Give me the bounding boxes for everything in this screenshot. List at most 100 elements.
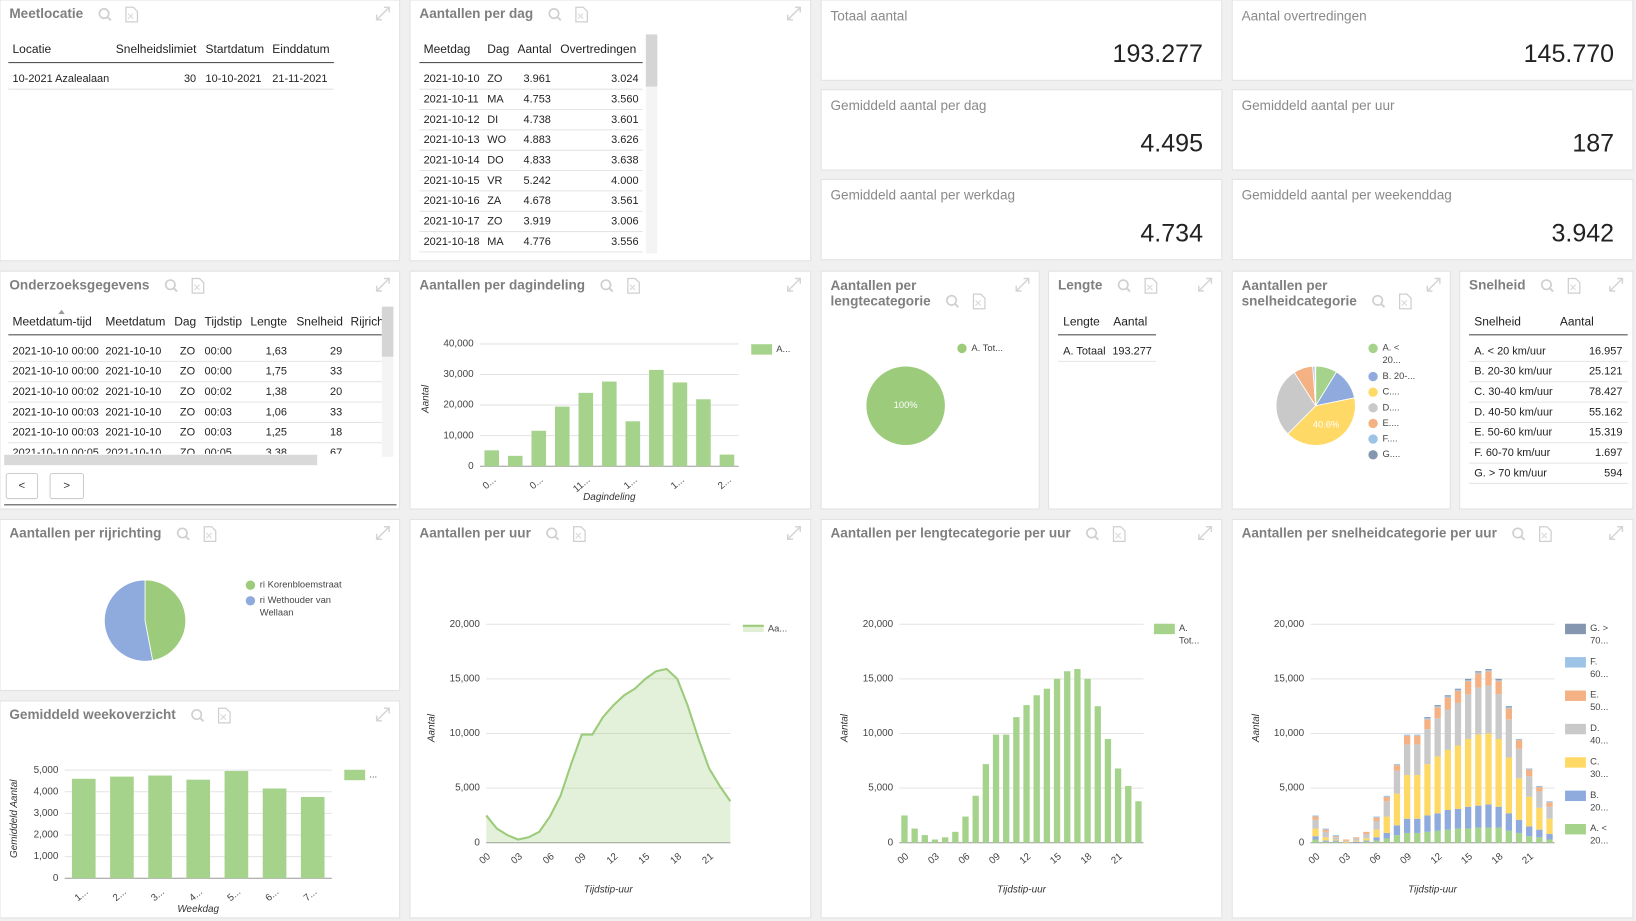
table-header: Snelheid [1474, 314, 1521, 328]
bar [1505, 707, 1512, 709]
bar [1403, 818, 1411, 833]
kpi-tile [1231, 178, 1634, 261]
bar [1485, 733, 1492, 805]
bar [1424, 831, 1431, 843]
panel [0, 270, 401, 510]
bar [972, 795, 979, 843]
search-icon-lens [1540, 279, 1552, 291]
export-icon-mark [127, 13, 134, 20]
bar [1434, 830, 1441, 843]
panel-title: Onderzoeksgegevens [9, 277, 149, 292]
pager-label: > [63, 480, 70, 492]
table-cell: ZO [180, 345, 195, 357]
table-cell: 4.000 [611, 175, 638, 187]
bar [1546, 802, 1553, 807]
bar [942, 837, 949, 843]
search-icon-lens [164, 279, 176, 291]
pager-button[interactable] [49, 473, 84, 500]
table-cell: 594 [1604, 467, 1622, 479]
table-cell: 00:02 [205, 386, 232, 398]
expand-icon [1198, 277, 1213, 292]
bar [1414, 744, 1421, 776]
bar [1505, 706, 1512, 708]
scrollbar-track-h [4, 454, 318, 466]
search-icon [600, 279, 614, 293]
table-cell: DI [487, 114, 498, 126]
bar [1434, 705, 1441, 707]
table-cell: 193.277 [1112, 345, 1152, 357]
table-cell: 2021-10-10 [105, 447, 161, 459]
panel-title: Aantallen per snelheidcategorie per uur [1242, 526, 1498, 541]
bar [1536, 807, 1543, 830]
bar [1104, 738, 1112, 843]
export-icon [203, 526, 217, 542]
kpi-tile [820, 89, 1223, 171]
y-tick-label: 40,000 [443, 339, 474, 350]
panel [409, 0, 812, 262]
panel [0, 518, 401, 692]
bar [1342, 841, 1350, 843]
bar [1526, 768, 1533, 770]
bar [578, 392, 594, 467]
bar [71, 778, 96, 879]
y-axis-title: Aantal [1251, 713, 1262, 743]
bar [1526, 769, 1533, 777]
table-cell: ZO [180, 427, 195, 439]
table-cell: 2021-10-14 [424, 155, 480, 167]
kpi-tile [820, 178, 1223, 261]
table-cell: G. > 70 km/uur [1474, 467, 1547, 479]
scrollbar-track [645, 34, 658, 254]
bar [1312, 816, 1319, 820]
table-cell: ZA [487, 195, 502, 207]
panel [1231, 518, 1634, 919]
bar [1475, 672, 1482, 674]
sort-arrow [58, 309, 65, 314]
bar [1373, 816, 1380, 818]
y-axis-title: Aantal [427, 713, 438, 743]
legend-label: A. < 20... [1382, 343, 1402, 366]
expand-icon-arrows [1609, 277, 1624, 292]
table-cell: 1.697 [1595, 447, 1622, 459]
table-cell: 33 [330, 406, 342, 418]
bar [1444, 696, 1451, 698]
y-axis-title: Aantal [840, 713, 851, 743]
bar [1495, 738, 1502, 807]
bar [1353, 841, 1360, 843]
search-icon-handle [556, 16, 562, 22]
bar [1536, 791, 1543, 808]
y-tick-label: 20,000 [863, 619, 894, 630]
table-header: Aantal [518, 42, 552, 56]
x-axis-title: Weekdag [177, 904, 219, 915]
table-cell: 00:05 [205, 447, 232, 459]
bar [1515, 740, 1523, 749]
bar [1444, 697, 1451, 710]
legend-label: A. < 20... [1590, 824, 1610, 847]
export-icon-page [575, 6, 589, 23]
table-cell: 4.883 [524, 134, 551, 146]
bar [1536, 787, 1543, 792]
legend-dot [1368, 418, 1378, 429]
table-cell: 3.601 [611, 114, 638, 126]
expand-icon [1198, 526, 1213, 540]
search-icon [1086, 527, 1100, 541]
table-cell: 00:03 [205, 427, 232, 439]
legend-swatch [742, 625, 764, 633]
table-header: Einddatum [272, 42, 329, 56]
bar [1536, 785, 1543, 788]
table-cell: MA [487, 94, 504, 106]
pager-button[interactable] [5, 473, 39, 500]
table-cell: 4.678 [524, 195, 551, 207]
table-cell: 30 [184, 73, 196, 85]
table-cell: A. < 20 km/uur [1474, 345, 1546, 357]
legend-dot [1368, 403, 1378, 413]
search-icon-handle [185, 535, 190, 541]
bar [1013, 717, 1020, 843]
y-tick-label: 15,000 [863, 673, 894, 684]
expand-icon-arrows [787, 277, 801, 292]
bar [1444, 709, 1451, 750]
bar [262, 788, 287, 879]
y-tick-label: 2,000 [34, 830, 59, 841]
table-cell: ZO [180, 386, 195, 398]
bar [224, 771, 249, 879]
pager-label: < [19, 480, 26, 492]
